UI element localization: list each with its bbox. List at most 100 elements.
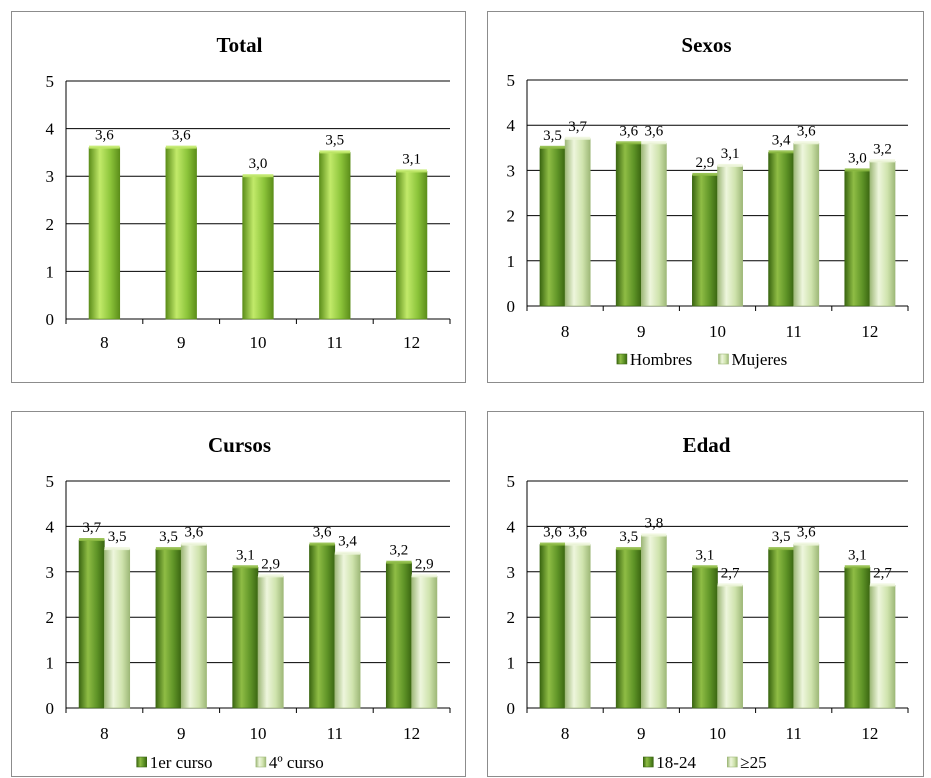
legend-swatch xyxy=(255,756,267,768)
x-tick-label: 8 xyxy=(100,333,109,352)
bar-cap xyxy=(869,159,896,163)
x-tick-label: 12 xyxy=(403,724,420,743)
legend-label: 1er curso xyxy=(150,753,213,772)
y-tick-label: 5 xyxy=(507,71,516,90)
data-label: 3,7 xyxy=(568,119,587,135)
x-tick-label: 11 xyxy=(327,333,343,352)
bar-cap xyxy=(181,542,207,546)
data-label: 2,7 xyxy=(873,565,892,581)
data-label: 3,5 xyxy=(543,128,562,144)
y-tick-label: 1 xyxy=(507,654,516,673)
x-tick-label: 9 xyxy=(177,724,186,743)
bar xyxy=(869,161,896,307)
bar-cap xyxy=(717,163,743,167)
bar xyxy=(539,147,566,307)
y-tick-label: 4 xyxy=(507,517,516,536)
data-label: 3,6 xyxy=(619,123,638,139)
chart-title: Edad xyxy=(683,433,731,457)
bar-cap xyxy=(258,574,284,578)
y-tick-label: 5 xyxy=(507,472,516,491)
bar xyxy=(564,138,591,307)
data-label: 3,1 xyxy=(236,547,255,563)
data-label: 2,9 xyxy=(696,155,715,171)
bar xyxy=(768,152,794,307)
legend-swatch xyxy=(727,756,738,768)
y-tick-label: 5 xyxy=(46,472,55,491)
y-tick-label: 5 xyxy=(46,72,55,91)
bar xyxy=(232,566,259,709)
bar xyxy=(717,585,743,709)
bar xyxy=(844,566,871,709)
bar xyxy=(411,576,438,709)
x-tick-label: 9 xyxy=(637,322,646,341)
y-tick-label: 1 xyxy=(46,262,55,281)
bar-cap xyxy=(309,542,335,546)
y-tick-label: 2 xyxy=(507,207,516,226)
bar-cap xyxy=(869,583,896,587)
bar xyxy=(692,566,718,709)
x-tick-label: 9 xyxy=(177,333,186,352)
bar-cap xyxy=(411,574,437,578)
data-label: 3,6 xyxy=(568,525,587,541)
y-tick-label: 4 xyxy=(507,116,516,135)
data-label: 3,1 xyxy=(696,547,715,563)
bar xyxy=(869,585,896,709)
x-tick-label: 11 xyxy=(327,724,343,743)
data-label: 3,5 xyxy=(325,132,344,148)
bar-cap xyxy=(319,150,351,154)
data-label: 3,4 xyxy=(772,132,791,148)
bar-cap xyxy=(155,547,182,551)
bar xyxy=(615,548,642,709)
data-label: 3,1 xyxy=(848,547,867,563)
bar xyxy=(385,562,412,709)
data-label: 3,7 xyxy=(82,520,101,536)
bar xyxy=(844,170,871,307)
bar xyxy=(692,174,718,307)
x-tick-label: 12 xyxy=(403,333,420,352)
bar-cap xyxy=(641,533,667,537)
x-tick-label: 10 xyxy=(709,322,726,341)
y-tick-label: 3 xyxy=(507,563,516,582)
data-label: 2,9 xyxy=(415,556,434,572)
chart-title: Sexos xyxy=(681,33,731,57)
bar-cap xyxy=(616,547,642,551)
legend-label: Mujeres xyxy=(732,350,788,369)
data-label: 3,5 xyxy=(159,529,178,545)
data-label: 2,9 xyxy=(261,556,280,572)
bar xyxy=(564,544,591,709)
y-tick-label: 3 xyxy=(507,161,516,180)
data-label: 3,6 xyxy=(95,128,114,144)
y-tick-label: 2 xyxy=(46,215,55,234)
data-label: 3,6 xyxy=(797,525,816,541)
data-label: 2,7 xyxy=(721,565,740,581)
bar-cap xyxy=(692,172,718,176)
bar-cap xyxy=(565,136,591,140)
x-tick-label: 11 xyxy=(786,724,802,743)
legend-label: Hombres xyxy=(630,350,692,369)
x-tick-label: 8 xyxy=(561,322,570,341)
bar-cap xyxy=(768,150,794,154)
bar-cap xyxy=(334,551,361,555)
bar xyxy=(257,576,284,709)
bar xyxy=(104,548,131,709)
chart-panel-total: Total 0 1 2 3 4 5 8 3,6 9 3,6 10 3,0 11 3,5 12 3,1 xyxy=(11,11,466,383)
data-label: 3,2 xyxy=(873,141,892,157)
y-tick-label: 0 xyxy=(46,310,55,329)
bar xyxy=(793,142,820,307)
bar xyxy=(242,175,274,320)
y-tick-label: 3 xyxy=(46,563,55,582)
y-tick-label: 0 xyxy=(507,297,516,316)
bar-cap xyxy=(232,565,258,569)
x-tick-label: 9 xyxy=(637,724,646,743)
legend-swatch xyxy=(616,353,628,365)
data-label: 3,6 xyxy=(644,123,663,139)
bar xyxy=(78,539,105,709)
x-tick-label: 10 xyxy=(709,724,726,743)
bar xyxy=(793,544,820,709)
bar-cap xyxy=(386,560,412,564)
data-label: 3,6 xyxy=(797,123,816,139)
data-label: 3,6 xyxy=(543,525,562,541)
x-tick-label: 8 xyxy=(100,724,109,743)
y-tick-label: 4 xyxy=(46,517,55,536)
